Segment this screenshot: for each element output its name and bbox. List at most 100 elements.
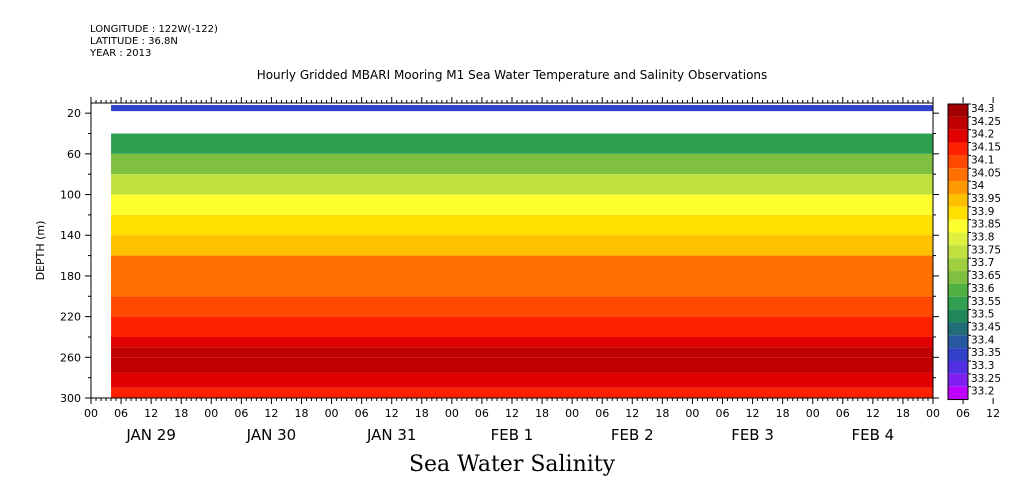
colorbar-label: 33.8 [971, 232, 994, 244]
colorbar-label: 33.65 [971, 270, 1001, 282]
x-tick-label: 00 [685, 407, 699, 420]
salinity-band [111, 387, 934, 398]
y-tick-label: 300 [60, 392, 81, 405]
colorbar-label: 34.2 [971, 129, 994, 141]
y-tick-label: 20 [67, 107, 81, 120]
colorbar-swatch [948, 296, 968, 310]
colorbar-label: 34.25 [971, 116, 1001, 128]
colorbar-swatch [948, 258, 968, 272]
colorbar-swatch [948, 104, 968, 117]
salinity-band [111, 336, 934, 348]
y-axis-label: DEPTH (m) [34, 221, 47, 281]
colorbar-label: 34.15 [971, 142, 1001, 154]
chart-subtitle: Sea Water Salinity [408, 452, 616, 477]
colorbar-swatch [948, 232, 968, 246]
x-day-label: JAN 29 [125, 426, 176, 444]
colorbar-swatch [948, 245, 968, 259]
x-tick-label: 18 [655, 407, 669, 420]
x-tick-label: 18 [295, 407, 309, 420]
salinity-band [111, 372, 934, 388]
colorbar-swatch [948, 206, 968, 220]
y-tick-label: 100 [60, 189, 81, 202]
x-tick-label: 00 [926, 407, 940, 420]
x-day-label: JAN 31 [366, 426, 417, 444]
colorbar-swatch [948, 181, 968, 194]
salinity-band [111, 194, 934, 215]
colorbar-swatch [948, 386, 968, 400]
colorbar-swatch [948, 271, 968, 284]
x-tick-label: 06 [595, 407, 609, 420]
colorbar-swatch [948, 155, 968, 169]
salinity-band [111, 357, 934, 373]
colorbar-label: 33.25 [971, 373, 1001, 385]
colorbar-label: 33.2 [971, 386, 994, 398]
salinity-band [111, 214, 934, 236]
x-tick-label: 18 [776, 407, 790, 420]
colorbar-label: 33.75 [971, 244, 1001, 256]
x-tick-label: 18 [415, 407, 429, 420]
colorbar-swatch [948, 335, 968, 349]
colorbar-frame [947, 103, 969, 401]
x-tick-label: 12 [144, 407, 158, 420]
x-tick-label: 06 [716, 407, 730, 420]
salinity-band [111, 133, 934, 154]
x-tick-label: 12 [625, 407, 639, 420]
y-tick-label: 180 [60, 270, 81, 283]
colorbar-swatch [948, 219, 968, 233]
x-tick-label: 12 [866, 407, 880, 420]
salinity-band [111, 316, 934, 337]
y-tick-label: 220 [60, 311, 81, 324]
colorbar-swatch [948, 116, 968, 130]
x-tick-label: 06 [475, 407, 489, 420]
colorbar-label: 33.7 [971, 257, 994, 269]
colorbar-swatch [948, 361, 968, 374]
x-day-label: FEB 2 [611, 426, 654, 444]
colorbar-label: 33.45 [971, 321, 1001, 333]
colorbar-swatch [948, 373, 968, 387]
colorbar-label: 33.85 [971, 219, 1001, 231]
x-tick-label: 00 [806, 407, 820, 420]
colorbar-swatch [948, 193, 968, 207]
colorbar-swatch [948, 322, 968, 336]
longitude-label: LONGITUDE : 122W(-122) [90, 24, 218, 35]
x-tick-label: 00 [565, 407, 579, 420]
surface-salinity-band [111, 105, 934, 112]
x-tick-label: 12 [385, 407, 399, 420]
colorbar-swatch [948, 142, 968, 156]
x-tick-label: 06 [114, 407, 128, 420]
salinity-band [111, 275, 934, 297]
colorbar-label: 33.5 [971, 309, 994, 321]
colorbar-label: 33.55 [971, 296, 1001, 308]
y-tick-label: 140 [60, 229, 81, 242]
salinity-band [111, 153, 934, 175]
y-tick-label: 260 [60, 351, 81, 364]
x-day-label: JAN 30 [246, 426, 297, 444]
latitude-label: LATITUDE : 36.8N [90, 36, 178, 47]
x-tick-label: 00 [445, 407, 459, 420]
x-tick-label: 12 [505, 407, 519, 420]
salinity-band [111, 174, 934, 195]
salinity-band [111, 347, 934, 358]
x-tick-label: 00 [204, 407, 218, 420]
x-tick-label: 18 [896, 407, 910, 420]
x-tick-label: 06 [836, 407, 850, 420]
colorbar-label: 34.05 [971, 167, 1001, 179]
colorbar-label: 33.95 [971, 193, 1001, 205]
x-tick-label: 12 [986, 407, 1000, 420]
x-tick-label: 18 [174, 407, 188, 420]
colorbar-swatch [948, 283, 968, 297]
colorbar-label: 34.3 [971, 103, 994, 115]
colorbar-label: 34 [971, 180, 985, 192]
colorbar-swatch [948, 168, 968, 182]
colorbar-label: 33.9 [971, 206, 994, 218]
y-tick-label: 60 [67, 148, 81, 161]
x-tick-label: 12 [264, 407, 278, 420]
colorbar-swatch [948, 309, 968, 323]
year-label: YEAR : 2013 [90, 48, 152, 59]
x-tick-label: 06 [355, 407, 369, 420]
x-day-label: FEB 4 [851, 426, 894, 444]
colorbar-label: 33.4 [971, 334, 995, 346]
colorbar-label: 33.6 [971, 283, 995, 295]
colorbar-label: 33.35 [971, 347, 1001, 359]
